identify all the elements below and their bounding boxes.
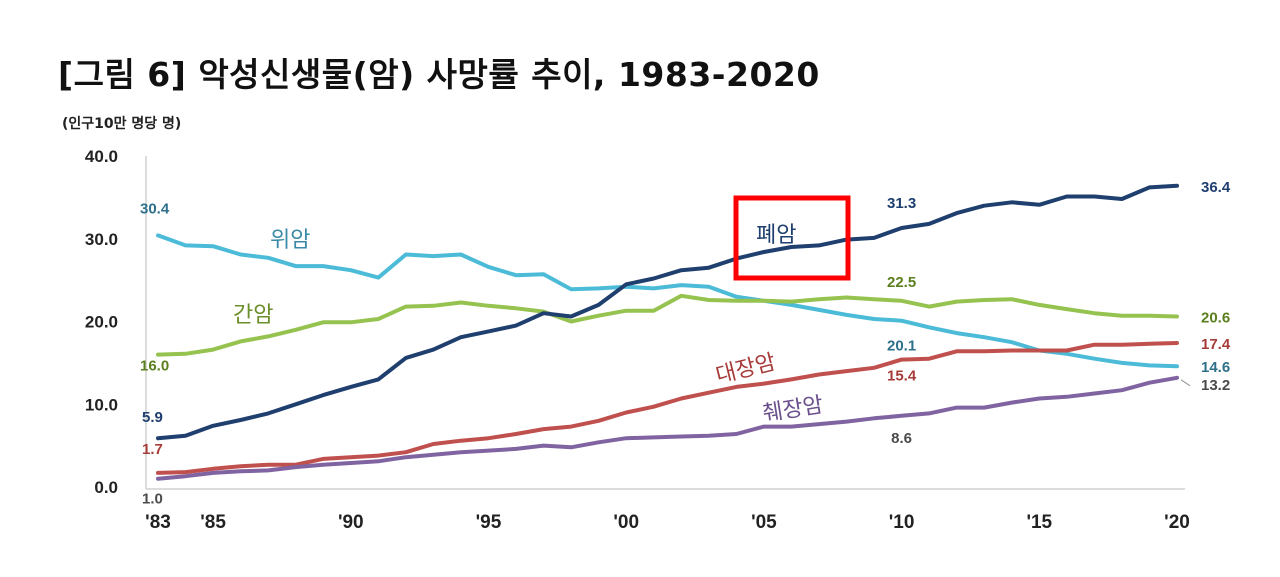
series-line-위암 [156, 233, 1179, 369]
x-tick-label: '10 [889, 512, 915, 533]
x-tick-label: '20 [1164, 512, 1190, 533]
data-label: 16.0 [140, 358, 169, 375]
y-tick-label: 20.0 [85, 313, 118, 332]
series-name-label: 폐암 [756, 223, 796, 248]
series-line-췌장암 [156, 375, 1179, 481]
data-label: 13.2 [1201, 377, 1230, 394]
data-label: 30.4 [140, 200, 170, 217]
series-line-폐암 [156, 183, 1179, 441]
x-tick-label: '95 [476, 512, 502, 533]
series-line-대장암 [156, 341, 1179, 475]
data-label: 15.4 [887, 368, 917, 385]
series-name-label: 간암 [233, 303, 273, 328]
series-line-간암 [156, 293, 1179, 357]
x-tick-label: '00 [613, 512, 639, 533]
y-tick-label: 40.0 [85, 147, 118, 166]
y-axis-unit-label: (인구10만 명당 명) [62, 116, 182, 132]
data-label: 1.7 [142, 441, 163, 458]
highlight-box [733, 195, 851, 281]
data-label: 5.9 [142, 409, 163, 426]
data-label: 1.0 [142, 491, 163, 508]
data-label: 31.3 [887, 195, 916, 212]
data-label: 36.4 [1201, 179, 1231, 196]
data-label: 22.5 [887, 274, 916, 291]
data-label: 14.6 [1201, 359, 1230, 376]
leader-line [1180, 379, 1191, 387]
data-label: 20.6 [1201, 310, 1230, 327]
series-name-label: 위암 [270, 228, 310, 253]
series-name-label: 췌장암 [761, 393, 825, 427]
y-tick-label: 10.0 [85, 395, 118, 414]
data-label: 17.4 [1201, 336, 1231, 353]
data-label: 20.1 [887, 338, 916, 355]
x-tick-label: '15 [1026, 512, 1052, 533]
x-tick-label: '05 [751, 512, 777, 533]
x-tick-label: '90 [338, 512, 364, 533]
data-label: 8.6 [891, 430, 912, 447]
x-tick-label: '85 [200, 512, 226, 533]
x-tick-label: '83 [145, 512, 171, 533]
y-tick-label: 0.0 [94, 478, 118, 497]
chart-title: [그림 6] 악성신생물(암) 사망률 추이, 1983-2020 [58, 55, 820, 94]
y-tick-label: 30.0 [85, 230, 118, 249]
